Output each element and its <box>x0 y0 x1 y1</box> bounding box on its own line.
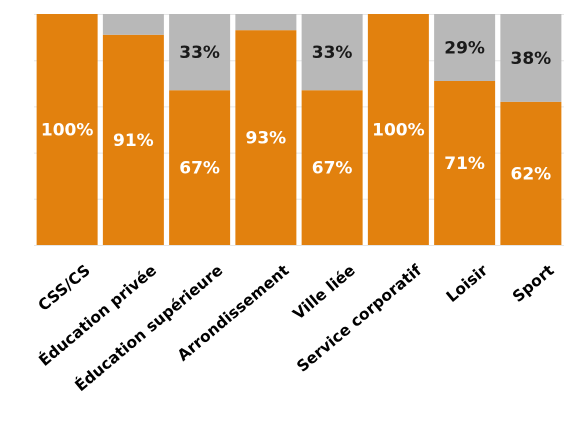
category-label-6: Loisir <box>443 261 492 306</box>
bar-gray-7 <box>500 14 562 102</box>
category-label-0: CSS/CS <box>35 261 94 315</box>
data-label-orange-5: 100% <box>372 121 425 141</box>
bar-orange-5 <box>367 14 429 245</box>
category-label-5: Service corporatif <box>293 261 425 376</box>
bar-orange-7 <box>500 101 562 245</box>
category-label-4: Ville liée <box>289 261 358 323</box>
bar-orange-6 <box>434 80 496 246</box>
data-label-gray-2: 33% <box>179 43 220 63</box>
category-label-7: Sport <box>509 261 558 306</box>
data-label-gray-6: 29% <box>444 38 485 58</box>
bar-orange-3 <box>235 30 297 246</box>
bar-orange-2 <box>169 90 231 245</box>
data-label-gray-7: 38% <box>511 49 552 69</box>
data-labels: 100% 91% 67% 33% 93% 67% 33% 100% 71% 29% 62% 38% <box>41 38 551 184</box>
bar-gray-3 <box>235 14 297 31</box>
category-label-1: Éducation privée <box>35 261 160 370</box>
bar-orange-4 <box>301 90 363 245</box>
data-label-orange-4: 67% <box>312 159 353 179</box>
data-label-orange-3: 93% <box>246 129 287 149</box>
data-label-gray-4: 33% <box>312 43 353 63</box>
data-label-orange-1: 91% <box>113 131 154 151</box>
bar-gray-2 <box>169 14 231 91</box>
bar-orange-1 <box>102 34 164 245</box>
data-label-orange-2: 67% <box>179 159 220 179</box>
bar-gray-1 <box>102 14 164 35</box>
data-label-orange-0: 100% <box>41 121 94 141</box>
bars <box>36 14 562 246</box>
category-label-3: Arrondissement <box>174 261 293 365</box>
bar-gray-4 <box>301 14 363 91</box>
bar-orange-0 <box>36 14 98 245</box>
data-label-orange-6: 71% <box>444 154 485 174</box>
data-label-orange-7: 62% <box>511 164 552 184</box>
bar-gray-6 <box>434 14 496 81</box>
